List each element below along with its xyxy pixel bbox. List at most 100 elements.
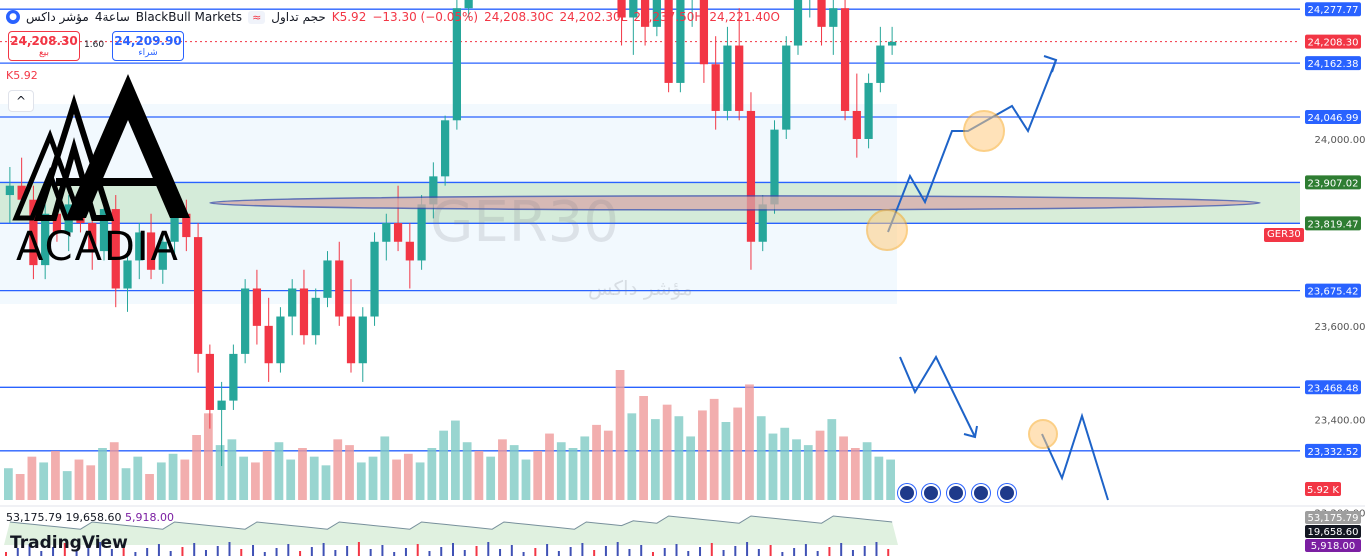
volume-bar (98, 448, 107, 500)
indicator-bar (40, 551, 43, 556)
indicator-bar (157, 544, 160, 556)
candle-body (699, 0, 709, 65)
compare-icon[interactable]: ≈ (248, 10, 266, 24)
volume-bar (474, 450, 484, 500)
indicator-bar (440, 547, 443, 556)
level-price-tag (1305, 443, 1361, 458)
indicator-value-3: 5,918.00 (124, 511, 174, 524)
candle-body (158, 241, 167, 270)
indicator-bar (287, 544, 290, 556)
volume-bar (309, 456, 319, 500)
volume-bar (498, 439, 507, 500)
candle-body (840, 8, 850, 111)
volume-bar (827, 419, 837, 500)
event-marker-icon[interactable] (922, 484, 940, 502)
level-price-label: 24,046.99 (1308, 113, 1359, 124)
timeframe[interactable]: 4ساعة (94, 10, 130, 24)
indicator-bar (569, 547, 572, 556)
candle-body (864, 82, 873, 139)
indicator-bar (169, 551, 172, 556)
volume-bar (392, 459, 401, 500)
candle-body (41, 213, 50, 266)
spread-value: 1.60 (84, 40, 105, 50)
y-tick-label: 23,600.00 (1315, 322, 1365, 333)
chevron-up-icon[interactable]: ^ (8, 90, 34, 112)
candle-body (676, 0, 685, 83)
event-marker-icon[interactable] (898, 484, 916, 502)
open-value: 24,221.40O (709, 10, 780, 24)
volume-bar (803, 445, 813, 500)
tradingview-logo[interactable]: TradingView (10, 533, 128, 553)
candle-body (135, 232, 144, 261)
volume-bar (603, 430, 613, 500)
support-ellipse (209, 195, 1261, 211)
candle-body (52, 213, 62, 233)
logo-text: ACADIA (16, 224, 180, 270)
volume-bar (227, 439, 237, 500)
event-marker-icon[interactable] (998, 484, 1016, 502)
indicator-bar (322, 543, 325, 556)
buy-label: شراء (138, 48, 158, 58)
level-price-tag (1305, 110, 1361, 125)
candle-body (429, 176, 438, 205)
buy-price: 24,209.90 (114, 34, 182, 48)
volume-bar (333, 439, 343, 500)
candle-body (217, 400, 226, 410)
volume-bar (156, 462, 166, 500)
indicator-bar (616, 542, 619, 556)
volume-bar (639, 396, 648, 500)
candle-body (852, 110, 861, 139)
buy-button[interactable]: 24,209.90 شراء (112, 31, 184, 61)
volume-bar (568, 448, 578, 500)
indicator-bar (52, 547, 55, 556)
candle-body (652, 0, 661, 27)
broker-name: BlackBull Markets (135, 10, 243, 24)
low-value: 24,202.30L (559, 10, 628, 24)
symbol-name[interactable]: مؤشر داكس (26, 10, 89, 24)
indicator-bar (651, 552, 654, 556)
indicator-bar (687, 551, 690, 556)
volume-bar (839, 436, 848, 500)
candle-body (358, 316, 367, 364)
indicator-bar (16, 548, 19, 556)
event-marker-icon[interactable] (947, 484, 965, 502)
indicator-bar (804, 544, 807, 556)
candle-body (123, 260, 132, 289)
volume-bar (168, 453, 178, 500)
level-price-label: 23,332.52 (1308, 447, 1359, 458)
candle-body (111, 209, 120, 289)
candle-body (323, 260, 332, 298)
indicator-bar (534, 548, 537, 556)
volume-bar (15, 474, 25, 500)
volume-bar (86, 465, 96, 500)
indicator-bar (475, 546, 478, 556)
volume-bar (251, 462, 260, 500)
volume-bar (462, 442, 472, 500)
indicator-tag-label: 5,918.00 (1311, 541, 1356, 552)
candle-body (758, 204, 767, 242)
bearish-projection (899, 354, 976, 438)
symbol-price-tag: GER30 (1264, 228, 1304, 242)
candle-body (17, 185, 26, 200)
indicator-bar (110, 549, 113, 556)
bullish-projection (887, 59, 1057, 233)
candle-body (311, 297, 320, 336)
volume-bar (768, 433, 778, 500)
indicator-bar (99, 542, 102, 556)
level-price-label: 23,907.02 (1308, 178, 1359, 189)
indicator-bar (369, 549, 372, 556)
indicator-bar (840, 543, 843, 556)
candle-body (241, 288, 250, 354)
candle-body (99, 209, 109, 252)
event-marker-icon[interactable] (972, 484, 990, 502)
indicator-bar (134, 552, 137, 556)
volume-bar (627, 413, 637, 500)
indicator-bar (275, 548, 278, 556)
sell-button[interactable]: 24,208.30 بيع (8, 31, 80, 61)
volume-label: حجم تداول (271, 10, 326, 24)
volume-bar (74, 459, 84, 500)
globe-icon[interactable]: ● (6, 10, 20, 24)
volume-bar (62, 471, 72, 500)
